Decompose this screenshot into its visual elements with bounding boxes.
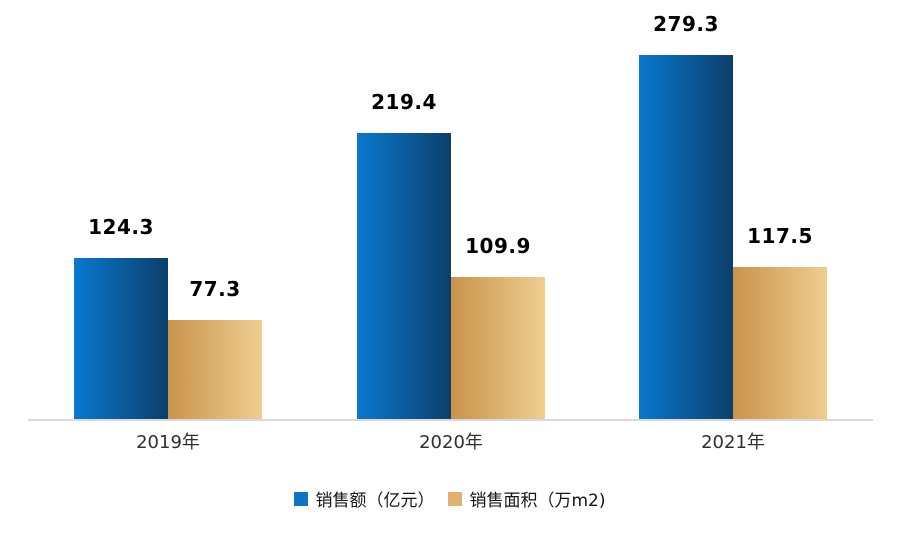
value-label-sales-area-2019: 77.3 — [189, 276, 241, 301]
value-label-sales-area-2020: 109.9 — [465, 233, 531, 258]
bar-sales-amount-2021 — [639, 54, 733, 421]
x-tick-2020: 2020年 — [419, 432, 483, 453]
bar-sales-area-2021 — [733, 266, 827, 421]
value-label-sales-amount-2021: 279.3 — [653, 11, 719, 36]
x-tick-2021: 2021年 — [701, 432, 765, 453]
legend-item-sales-area: 销售面积（万m2) — [448, 486, 606, 511]
bar-sales-area-2020 — [451, 276, 545, 421]
x-axis-line — [28, 419, 873, 421]
bar-sales-amount-2020 — [357, 133, 451, 421]
bar-sales-amount-2019 — [74, 257, 168, 421]
value-label-sales-area-2021: 117.5 — [747, 223, 813, 248]
legend: 销售额（亿元） 销售面积（万m2) — [0, 486, 900, 511]
x-tick-2019: 2019年 — [136, 432, 200, 453]
legend-label-sales-area: 销售面积（万m2) — [469, 491, 606, 511]
legend-swatch-sales-amount-icon — [294, 491, 309, 506]
legend-swatch-sales-area-icon — [448, 491, 463, 506]
bar-sales-area-2019 — [168, 319, 262, 421]
value-label-sales-amount-2020: 219.4 — [371, 90, 437, 115]
legend-label-sales-amount: 销售额（亿元） — [315, 491, 435, 511]
value-label-sales-amount-2019: 124.3 — [88, 214, 154, 239]
legend-item-sales-amount: 销售额（亿元） — [294, 486, 434, 511]
